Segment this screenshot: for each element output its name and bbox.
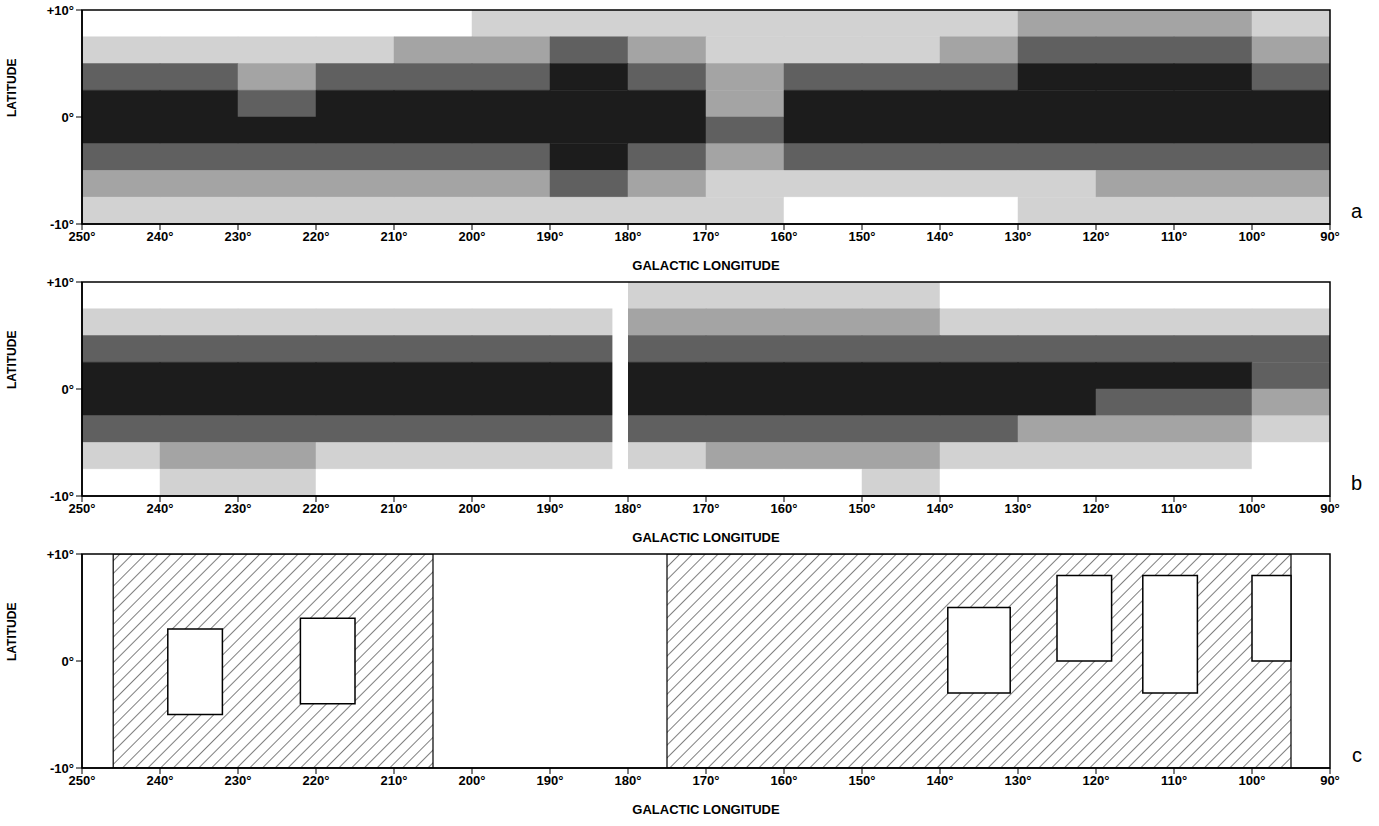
svg-text:210°: 210° [381,773,408,788]
svg-text:100°: 100° [1239,773,1266,788]
svg-text:150°: 150° [849,501,876,516]
svg-text:190°: 190° [537,501,564,516]
svg-text:+10°: +10° [47,3,74,18]
svg-text:130°: 130° [1005,501,1032,516]
svg-text:180°: 180° [615,773,642,788]
svg-text:170°: 170° [693,501,720,516]
svg-text:90°: 90° [1320,229,1340,244]
svg-text:170°: 170° [693,229,720,244]
svg-text:100°: 100° [1239,501,1266,516]
svg-text:200°: 200° [459,229,486,244]
svg-text:-10°: -10° [50,489,74,504]
html-text:a: a [1350,200,1362,222]
svg-text:+10°: +10° [47,275,74,290]
svg-text:250°: 250° [68,501,96,517]
svg-text:120°: 120° [1083,229,1110,244]
svg-text:160°: 160° [771,501,798,516]
svg-text:250°: 250° [68,773,96,789]
svg-text:230°: 230° [225,773,252,788]
svg-text:130°: 130° [1005,773,1032,788]
svg-text:110°: 110° [1161,773,1187,788]
svg-text:210°: 210° [381,229,408,244]
svg-text:GALACTIC LONGITUDE: GALACTIC LONGITUDE [632,258,780,273]
svg-text:180°: 180° [615,229,642,244]
svg-text:250°: 250° [68,229,96,245]
svg-text:-10°: -10° [50,217,74,232]
svg-text:LATITUDE: LATITUDE [5,59,19,117]
svg-text:100°: 100° [1239,229,1266,244]
svg-text:150°: 150° [849,229,876,244]
svg-text:110°: 110° [1161,501,1187,516]
svg-text:150°: 150° [849,773,876,788]
svg-text:240°: 240° [147,501,174,516]
svg-text:LATITUDE: LATITUDE [5,603,19,661]
svg-text:140°: 140° [927,501,954,516]
svg-text:170°: 170° [693,773,720,788]
svg-text:190°: 190° [537,229,564,244]
svg-text:-10°: -10° [50,761,74,776]
html-text:c: c [1352,744,1362,766]
svg-text:240°: 240° [147,773,174,788]
svg-text:0°: 0° [62,110,74,125]
svg-text:220°: 220° [303,229,330,244]
svg-text:230°: 230° [225,229,252,244]
html-text:b: b [1350,472,1362,494]
svg-text:200°: 200° [459,501,486,516]
svg-text:GALACTIC LONGITUDE: GALACTIC LONGITUDE [632,802,780,817]
svg-text:0°: 0° [62,654,74,669]
svg-text:90°: 90° [1320,501,1340,516]
svg-text:120°: 120° [1083,501,1110,516]
svg-text:GALACTIC LONGITUDE: GALACTIC LONGITUDE [632,530,780,545]
svg-text:140°: 140° [927,773,954,788]
svg-text:200°: 200° [459,773,486,788]
svg-text:130°: 130° [1005,229,1032,244]
svg-text:0°: 0° [62,382,74,397]
svg-text:240°: 240° [147,229,174,244]
svg-text:110°: 110° [1161,229,1187,244]
svg-text:160°: 160° [771,229,798,244]
svg-text:160°: 160° [771,773,798,788]
svg-text:230°: 230° [225,501,252,516]
svg-text:90°: 90° [1320,773,1340,788]
svg-text:220°: 220° [303,501,330,516]
svg-text:140°: 140° [927,229,954,244]
svg-text:180°: 180° [615,501,642,516]
svg-text:190°: 190° [537,773,564,788]
svg-text:220°: 220° [303,773,330,788]
svg-text:210°: 210° [381,501,408,516]
svg-text:LATITUDE: LATITUDE [5,331,19,389]
svg-text:+10°: +10° [47,547,74,562]
svg-text:120°: 120° [1083,773,1110,788]
